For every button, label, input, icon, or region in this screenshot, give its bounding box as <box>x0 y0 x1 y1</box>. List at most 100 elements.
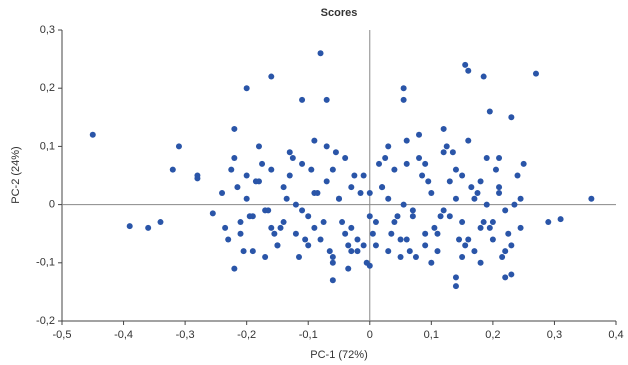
point <box>440 149 447 156</box>
point <box>299 96 306 103</box>
point <box>440 125 447 132</box>
point <box>502 274 509 281</box>
point <box>268 166 275 173</box>
point <box>400 85 407 92</box>
point <box>209 210 216 217</box>
point <box>557 216 564 223</box>
point <box>400 96 407 103</box>
point <box>520 160 527 167</box>
point <box>311 189 318 196</box>
point <box>496 189 503 196</box>
point <box>175 143 182 150</box>
point <box>517 195 524 202</box>
point <box>462 61 469 68</box>
point <box>243 172 250 179</box>
point <box>385 195 392 202</box>
point <box>255 178 262 185</box>
point <box>443 143 450 150</box>
y-tick-label: 0,3 <box>40 24 55 36</box>
x-tick-label: 0,4 <box>608 329 623 341</box>
point <box>268 73 275 80</box>
point <box>508 242 515 249</box>
x-tick-label: -0,1 <box>299 329 318 341</box>
point <box>483 155 490 162</box>
point <box>329 166 336 173</box>
point <box>329 277 336 284</box>
point <box>345 265 352 272</box>
y-tick-label: 0 <box>49 199 55 211</box>
point <box>474 189 481 196</box>
point <box>508 271 515 278</box>
point <box>588 195 595 202</box>
point <box>329 259 336 266</box>
point <box>308 166 315 173</box>
point <box>449 149 456 156</box>
point <box>89 131 96 138</box>
point <box>452 283 459 290</box>
point <box>431 224 438 231</box>
point <box>462 242 469 249</box>
x-tick-label: 0,1 <box>424 329 439 341</box>
point <box>483 201 490 208</box>
point <box>480 73 487 80</box>
point <box>428 189 435 196</box>
point <box>425 178 432 185</box>
point <box>222 224 229 231</box>
y-axis-label: PC-2 (24%) <box>10 146 22 203</box>
point <box>237 230 244 237</box>
point <box>234 184 241 191</box>
point <box>422 230 429 237</box>
point <box>157 219 164 226</box>
point <box>299 207 306 214</box>
point <box>302 236 309 243</box>
point <box>471 248 478 255</box>
point <box>283 195 290 202</box>
point <box>419 172 426 179</box>
point <box>459 219 466 226</box>
point <box>496 155 503 162</box>
point <box>480 219 487 226</box>
point <box>385 248 392 255</box>
y-tick-label: 0,1 <box>40 140 55 152</box>
point <box>403 160 410 167</box>
point <box>259 160 266 167</box>
point <box>240 248 247 255</box>
point <box>323 178 330 185</box>
point <box>280 219 287 226</box>
point <box>228 166 235 173</box>
point <box>391 219 398 226</box>
point <box>468 184 475 191</box>
point <box>428 259 435 266</box>
point <box>456 236 463 243</box>
point <box>219 189 226 196</box>
point <box>409 213 416 220</box>
point <box>231 125 238 132</box>
point <box>354 248 361 255</box>
point <box>477 224 484 231</box>
point <box>286 149 293 156</box>
point <box>446 178 453 185</box>
point <box>357 189 364 196</box>
point <box>336 195 342 202</box>
point <box>277 224 284 231</box>
point <box>397 253 404 260</box>
point <box>351 172 358 179</box>
point <box>311 137 318 144</box>
point <box>237 219 244 226</box>
x-tick-label: 0,2 <box>485 329 500 341</box>
point <box>388 230 395 237</box>
point <box>262 253 269 260</box>
point <box>372 242 379 249</box>
point <box>320 219 327 226</box>
point <box>452 274 459 281</box>
point <box>477 178 484 185</box>
point <box>502 207 509 214</box>
point <box>169 166 176 173</box>
point <box>342 230 349 237</box>
point <box>145 224 152 231</box>
point <box>400 201 407 208</box>
point <box>305 242 312 249</box>
point <box>323 96 330 103</box>
point <box>416 131 423 138</box>
